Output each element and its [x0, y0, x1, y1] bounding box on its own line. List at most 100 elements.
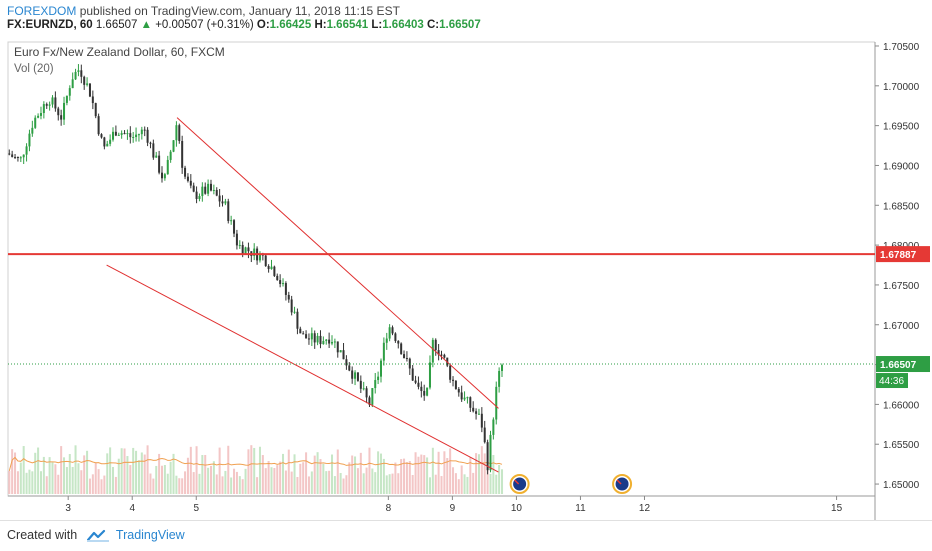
- y-tick-label: 1.65000: [883, 480, 920, 491]
- candle-body: [362, 388, 365, 390]
- candle-body: [319, 335, 322, 345]
- volume-bar: [328, 470, 331, 494]
- candle-body: [354, 372, 357, 379]
- volume-bar: [204, 454, 207, 494]
- volume-bar: [65, 467, 68, 494]
- y-tick-label: 1.69000: [883, 161, 920, 172]
- candle-body: [114, 131, 117, 136]
- candle-body: [212, 189, 215, 191]
- candle-body: [132, 137, 135, 139]
- volume-bar: [446, 458, 449, 494]
- volume-bar: [57, 474, 60, 494]
- volume-bar: [123, 448, 126, 494]
- volume-bar: [270, 467, 273, 494]
- volume-bar: [250, 445, 253, 494]
- candle-body: [34, 117, 37, 128]
- candle-body: [460, 392, 463, 400]
- candle-body: [356, 372, 359, 381]
- candle-body: [39, 113, 42, 116]
- tradingview-link[interactable]: TradingView: [115, 528, 185, 542]
- volume-bar: [126, 456, 129, 494]
- candle-body: [336, 341, 339, 353]
- chart-area[interactable]: 1.705001.700001.695001.690001.685001.680…: [0, 36, 932, 520]
- volume-bar: [374, 472, 377, 494]
- candle-body: [345, 359, 348, 366]
- volume-bar: [379, 453, 382, 494]
- candle-body: [264, 255, 267, 267]
- candle-body: [368, 397, 371, 405]
- volume-bar: [420, 454, 423, 494]
- volume-bar: [316, 452, 319, 494]
- volume-bar: [175, 475, 178, 494]
- volume-bar: [287, 449, 290, 494]
- volume-bar: [63, 457, 66, 494]
- volume-bar: [377, 451, 380, 494]
- volume-bar: [244, 468, 247, 494]
- candle-body: [377, 376, 380, 381]
- volume-bar: [192, 472, 195, 494]
- volume-bar: [253, 447, 256, 494]
- volume-bar: [8, 470, 11, 494]
- volume-bar: [489, 473, 492, 494]
- candle-body: [374, 380, 377, 389]
- price-chart[interactable]: 1.705001.700001.695001.690001.685001.680…: [0, 36, 932, 520]
- volume-bar: [103, 475, 106, 494]
- volume-bar: [443, 451, 446, 494]
- volume-bar: [74, 445, 77, 494]
- candle-body: [428, 362, 431, 388]
- candle-body: [501, 364, 504, 371]
- publisher-name[interactable]: FOREXDOM: [7, 4, 77, 18]
- candle-body: [486, 442, 489, 471]
- volume-bar: [181, 478, 184, 494]
- volume-bar: [296, 477, 299, 494]
- candle-body: [186, 176, 189, 181]
- volume-bar: [143, 454, 146, 494]
- candle-body: [313, 333, 316, 343]
- volume-bar: [186, 457, 189, 494]
- volume-bar: [60, 446, 63, 494]
- volume-bar: [486, 467, 489, 494]
- candle-body: [302, 333, 305, 335]
- candle-body: [333, 341, 336, 343]
- current-price-label: 1.66507: [880, 360, 917, 371]
- candle-body: [31, 127, 34, 134]
- volume-bar: [169, 461, 172, 494]
- volume-bars: [8, 445, 504, 494]
- tradingview-logo-icon: [86, 530, 109, 543]
- candle-body: [273, 266, 276, 276]
- candle-body: [94, 103, 97, 117]
- volume-bar: [411, 475, 414, 494]
- volume-bar: [31, 471, 34, 494]
- candle-body: [146, 129, 149, 143]
- volume-bar: [397, 473, 400, 494]
- candle-body: [420, 386, 423, 391]
- candle-body: [279, 280, 282, 284]
- candle-body: [198, 196, 201, 199]
- candle-body: [253, 248, 256, 256]
- candle-body: [489, 434, 492, 471]
- volume-bar: [97, 469, 100, 494]
- volume-bar: [172, 453, 175, 494]
- volume-bar: [325, 471, 328, 494]
- volume-bar: [100, 479, 103, 494]
- volume-bar: [233, 468, 236, 494]
- volume-bar: [313, 455, 316, 494]
- candle-body: [267, 266, 270, 270]
- x-tick-label: 15: [831, 503, 843, 514]
- volume-bar: [16, 471, 19, 494]
- candle-body: [411, 368, 414, 381]
- volume-bar: [437, 451, 440, 494]
- volume-bar: [426, 457, 429, 494]
- volume-bar: [405, 462, 408, 494]
- footer: Created with TradingView: [0, 520, 932, 551]
- candle-body: [247, 247, 250, 252]
- candle-body: [299, 328, 302, 334]
- candle-body: [287, 294, 290, 300]
- candle-body: [195, 191, 198, 199]
- volume-bar: [189, 446, 192, 494]
- candle-body: [45, 104, 48, 106]
- publish-line: FOREXDOM published on TradingView.com, J…: [7, 4, 400, 18]
- volume-bar: [394, 462, 397, 494]
- x-tick-label: 3: [65, 503, 71, 514]
- candle-body: [149, 142, 152, 144]
